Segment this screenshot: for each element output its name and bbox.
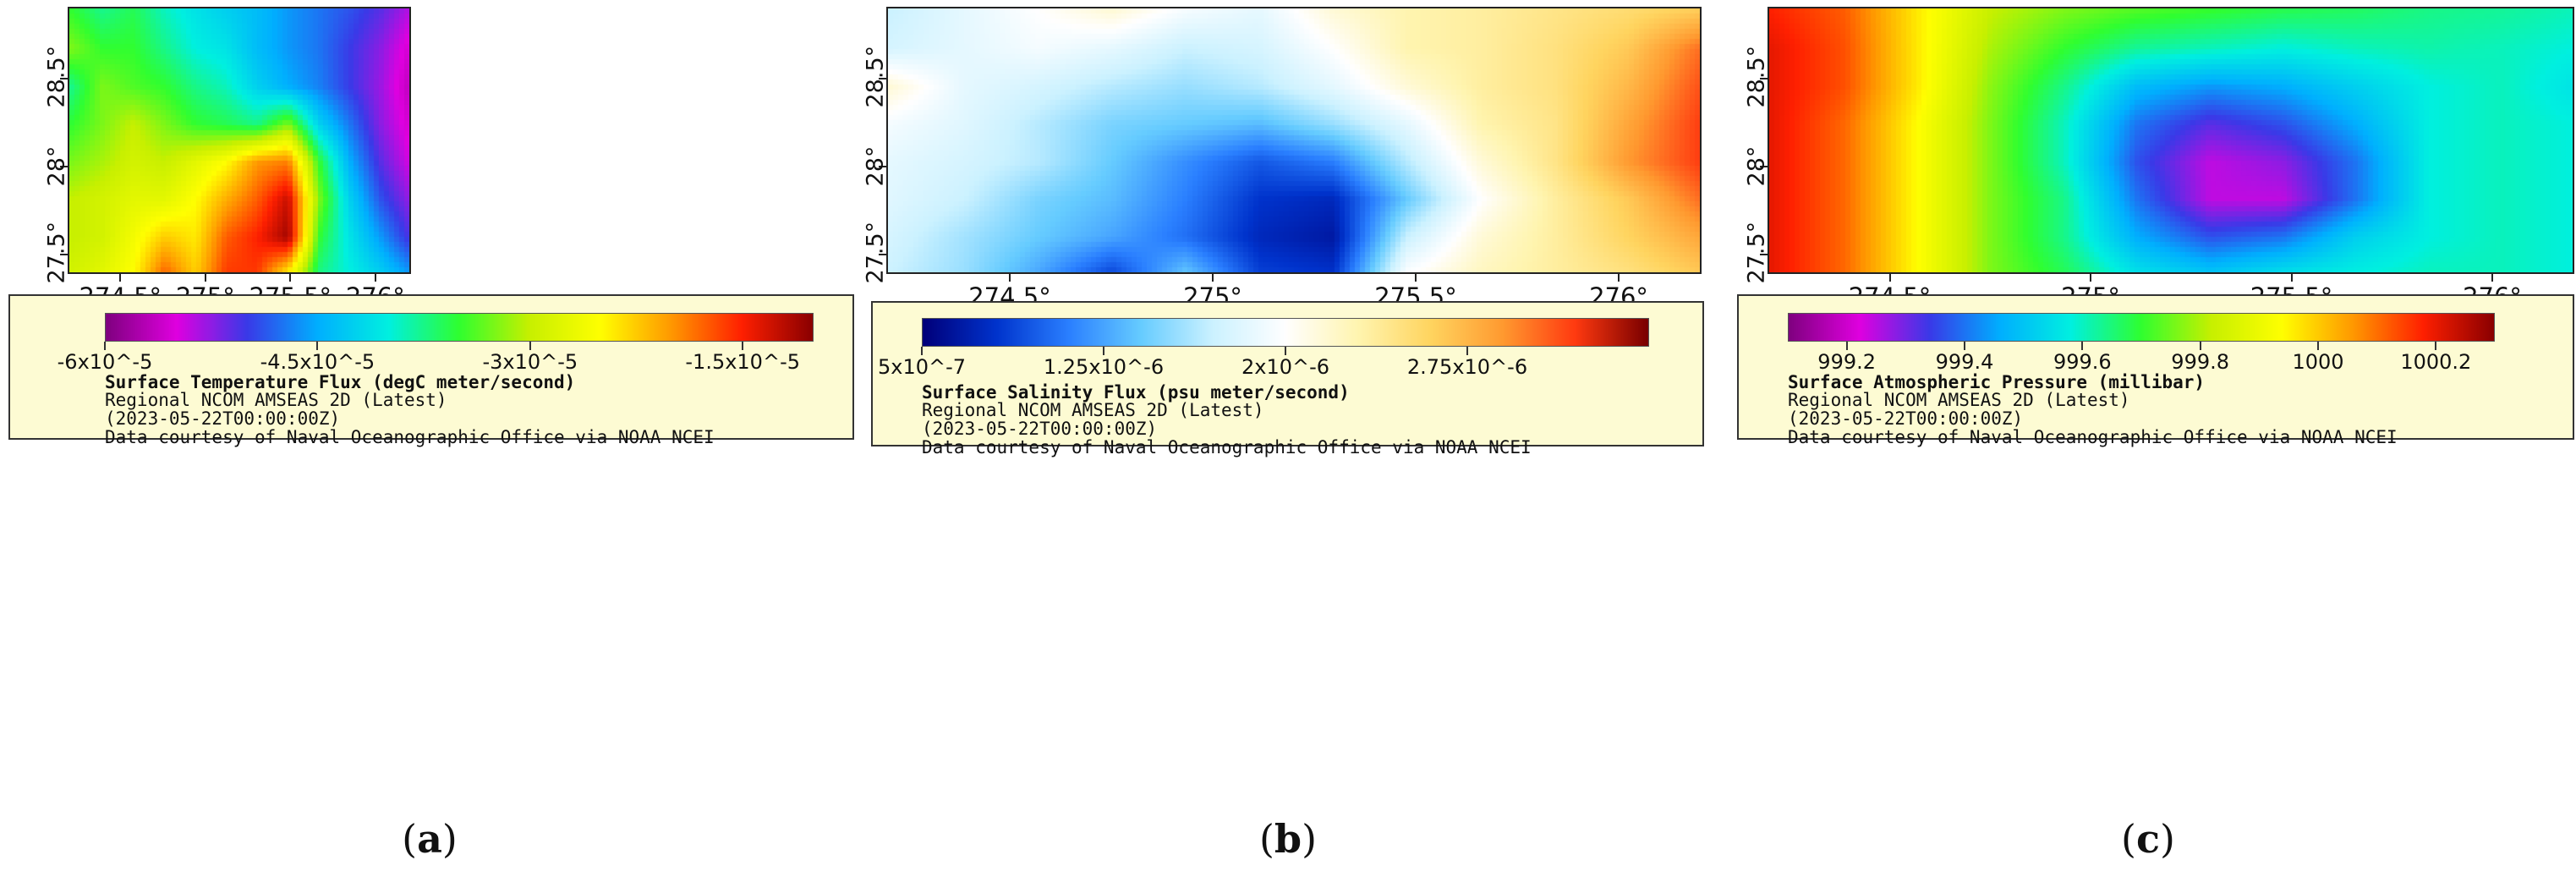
y-tick-label: 28°: [862, 145, 889, 187]
y-tick: [879, 78, 886, 80]
legend-source-c: Regional NCOM AMSEAS 2D (Latest): [1788, 390, 2130, 410]
colorbar-tick-label: 999.6: [2053, 350, 2112, 374]
panel-b: 274.5° 275° 275.5° 276° 28.5° 28° 27.5° 5x10^-…: [858, 0, 1717, 871]
x-tick: [2491, 274, 2493, 282]
colorbar-tick-label: 999.2: [1817, 350, 1877, 374]
x-tick: [204, 274, 206, 282]
colorbar-tick: [316, 342, 319, 350]
colorbar-tick: [1285, 347, 1286, 355]
colorbar-tick: [742, 342, 744, 350]
colorbar-tick-label: 1000: [2292, 350, 2344, 374]
legend-a: -6x10^-5 -4.5x10^-5 -3x10^-5 -1.5x10^-5 Sur…: [8, 294, 854, 446]
y-tick-label: 28.5°: [43, 46, 70, 108]
panel-label-b: (b): [1258, 816, 1318, 862]
x-tick: [2090, 274, 2091, 282]
colorbar-tick: [1845, 342, 1848, 350]
colorbar-tick-label: 1.25x10^-6: [1043, 355, 1165, 379]
colorbar-tick-label: 999.8: [2171, 350, 2230, 374]
y-tick: [60, 78, 68, 80]
y-tick: [879, 254, 886, 256]
y-tick-label: 28°: [43, 145, 70, 187]
y-tick: [60, 254, 68, 256]
colorbar-tick: [529, 342, 531, 350]
colorbar-tick: [2435, 342, 2437, 350]
x-tick: [374, 274, 376, 282]
legend-title-a: Surface Temperature Flux (degC meter/sec…: [105, 372, 576, 392]
heatmap-c: [1769, 8, 2573, 272]
x-tick: [2290, 274, 2293, 282]
y-tick: [1760, 78, 1768, 80]
colorbar-tick-label: 1000.2: [2400, 350, 2472, 374]
colorbar-tick: [1466, 347, 1468, 355]
y-tick-label: 27.5°: [862, 222, 889, 284]
y-tick-label: 27.5°: [1743, 222, 1770, 284]
y-tick-label: 28.5°: [862, 46, 889, 108]
legend-title-b: Surface Salinity Flux (psu meter/second): [922, 382, 1350, 403]
colorbar-a: [105, 313, 814, 342]
y-tick: [60, 166, 68, 168]
x-tick: [1888, 274, 1891, 282]
y-tick-label: 28.5°: [1743, 46, 1770, 108]
colorbar-tick: [2317, 342, 2319, 350]
legend-source-b: Regional NCOM AMSEAS 2D (Latest): [922, 400, 1264, 420]
legend-source-a: Regional NCOM AMSEAS 2D (Latest): [105, 390, 447, 410]
legend-credit-c: Data courtesy of Naval Oceanographic Off…: [1788, 427, 2398, 447]
legend-title-c: Surface Atmospheric Pressure (millibar): [1788, 372, 2206, 392]
panel-c: 274.5°275°275.5°276°28.5°28°27.5° 999.29…: [1717, 0, 2575, 871]
x-tick: [1618, 274, 1620, 282]
colorbar-c: [1788, 313, 2495, 342]
colorbar-b: [922, 318, 1649, 347]
map-a: [69, 8, 409, 272]
heatmap-a: [69, 8, 409, 272]
panel-a: 274.5°275°275.5°276°28.5°28°27.5° -6x10^…: [0, 0, 858, 871]
colorbar-tick: [921, 347, 923, 355]
colorbar-tick-label: -1.5x10^-5: [685, 350, 800, 374]
panel-label-c: (c): [2121, 816, 2175, 862]
colorbar-tick: [2199, 342, 2201, 350]
colorbar-tick-label: -3x10^-5: [482, 350, 578, 374]
x-tick: [1212, 274, 1214, 282]
x-tick: [1009, 274, 1011, 282]
legend-time-c: (2023-05-22T00:00:00Z): [1788, 408, 2024, 429]
x-tick: [289, 274, 292, 282]
x-tick: [119, 274, 122, 282]
colorbar-tick-label: -6x10^-5: [57, 350, 153, 374]
legend-time-a: (2023-05-22T00:00:00Z): [105, 408, 341, 429]
panel-label-a: (a): [402, 816, 458, 862]
colorbar-tick-label: 2x10^-6: [1241, 355, 1330, 379]
legend-c: 999.2 999.4 999.6 999.8 1000 1000.2 Surface A…: [1737, 294, 2574, 446]
map-b: [888, 8, 1700, 272]
colorbar-tick: [2081, 342, 2084, 350]
colorbar-tick: [1964, 342, 1965, 350]
legend-credit-b: Data courtesy of Naval Oceanographic Off…: [922, 437, 1532, 457]
colorbar-tick-label: 2.75x10^-6: [1406, 355, 1528, 379]
legend-time-b: (2023-05-22T00:00:00Z): [922, 419, 1158, 439]
y-tick: [879, 166, 886, 168]
x-tick: [1415, 274, 1417, 282]
legend-credit-a: Data courtesy of Naval Oceanographic Off…: [105, 427, 715, 447]
y-tick-label: 27.5°: [43, 222, 70, 284]
colorbar-tick: [1103, 347, 1104, 355]
map-c: [1769, 8, 2573, 272]
colorbar-tick-label: -4.5x10^-5: [260, 350, 375, 374]
legend-b: 5x10^-7 1.25x10^-6 2x10^-6 2.75x10^-6 Surfa…: [871, 301, 1704, 457]
colorbar-tick-label: 5x10^-7: [877, 355, 967, 379]
colorbar-tick-label: 999.4: [1935, 350, 1994, 374]
colorbar-tick: [104, 342, 106, 350]
y-tick: [1760, 254, 1768, 256]
y-tick-label: 28°: [1743, 145, 1770, 187]
heatmap-b: [888, 8, 1700, 272]
y-tick: [1760, 166, 1768, 168]
